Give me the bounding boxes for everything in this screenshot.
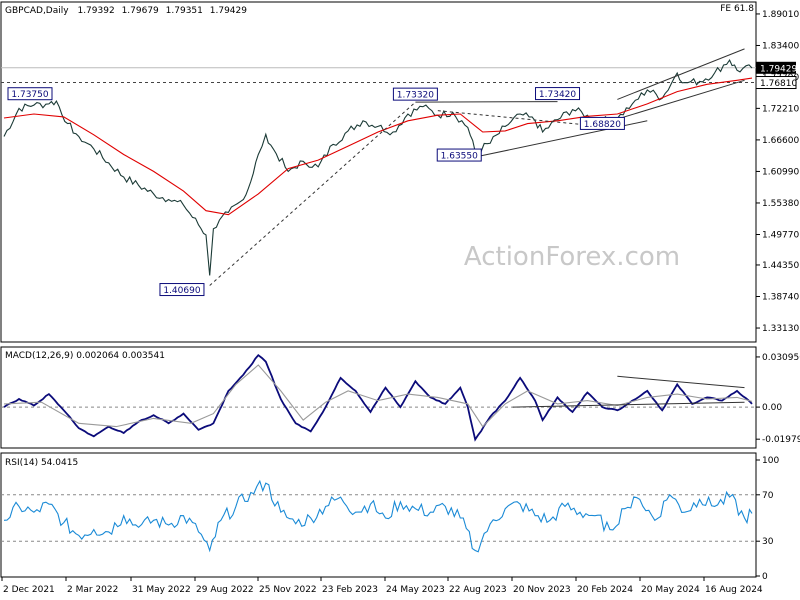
rsi-title: RSI(14) 54.0415 xyxy=(5,458,78,468)
price-trendline xyxy=(617,48,745,100)
macd-trendline xyxy=(512,401,745,408)
price-annotation-box xyxy=(579,116,625,130)
x-tick-label: 24 May 2023 xyxy=(386,585,445,595)
macd-ytick-label: 0.030956 xyxy=(762,353,800,363)
price-ytick-label: 1.60990 xyxy=(762,167,799,177)
price-ytick-label: 1.55380 xyxy=(762,199,799,209)
x-tick-label: 16 Aug 2024 xyxy=(705,585,763,595)
price-annotation-label: 1.63550 xyxy=(441,152,478,162)
macd-ytick-label: -0.019793 xyxy=(762,435,800,445)
price-annotation-box xyxy=(535,87,581,101)
price-annotation-label: 1.73750 xyxy=(11,90,48,100)
price-trendline xyxy=(437,110,603,127)
price-annotation-box xyxy=(436,148,482,162)
price-annotation-label: 1.73420 xyxy=(539,90,576,100)
x-tick-label: 29 Aug 2022 xyxy=(196,585,254,595)
rsi-ytick-label: 30 xyxy=(762,537,774,547)
price-annotation-label: 1.40690 xyxy=(163,286,200,296)
x-tick-label: 25 Nov 2022 xyxy=(259,585,317,595)
macd-title: MACD(12,26,9) 0.002064 0.003541 xyxy=(5,351,165,361)
price-plot: 1.73750 1.40690 1.73320 1.63550 1.73420 1.688… xyxy=(1,48,756,297)
rsi-plot xyxy=(1,479,756,553)
macd-ytick-label: 0.00 xyxy=(762,403,782,413)
watermark: ActionForex.com xyxy=(464,242,680,272)
price-ytick-label: 1.89010 xyxy=(762,10,799,20)
price-trendline xyxy=(415,101,558,103)
ohlc-high: 1.79679 xyxy=(122,6,159,16)
rsi-series-line xyxy=(3,479,753,553)
ohlc-open: 1.79392 xyxy=(77,6,114,16)
axes: 1.890101.834001.777901.722101.666001.609… xyxy=(1,10,800,595)
price-series-line xyxy=(3,58,753,276)
macd-series-line xyxy=(3,364,753,428)
rsi-ytick-label: 70 xyxy=(762,491,774,501)
price-ytick-label: 1.49770 xyxy=(762,230,799,240)
price-ytick-label: 1.83400 xyxy=(762,41,799,51)
price-annotation-label: 1.73320 xyxy=(397,91,434,101)
price-ytick-label: 1.66600 xyxy=(762,136,799,146)
price-title: GBPCAD,Daily 1.79392 1.79679 1.79351 1.7… xyxy=(5,6,247,16)
price-ytick-label: 1.72210 xyxy=(762,104,799,114)
price-trendline xyxy=(209,101,416,286)
x-tick-label: 20 Feb 2024 xyxy=(577,585,633,595)
price-panel-frame xyxy=(0,1,757,343)
price-ytick-label: 1.38740 xyxy=(762,292,799,302)
price-annotation-label: 1.68820 xyxy=(584,120,621,130)
price-annotation-box xyxy=(392,87,438,101)
x-tick-label: 2 Dec 2021 xyxy=(3,585,55,595)
fe-label: FE 61.8 xyxy=(720,4,754,14)
price-ytick-label: 1.33130 xyxy=(762,324,799,334)
level-price-label: 1.76810 xyxy=(760,79,797,89)
macd-trendline xyxy=(617,375,745,389)
x-tick-label: 20 Nov 2023 xyxy=(513,585,571,595)
rsi-ytick-label: 0 xyxy=(762,572,768,582)
x-tick-label: 22 Aug 2023 xyxy=(449,585,507,595)
rsi-ytick-label: 100 xyxy=(762,456,779,466)
macd-plot xyxy=(1,353,756,442)
price-annotation-box xyxy=(159,283,205,297)
x-tick-label: 23 Feb 2023 xyxy=(322,585,378,595)
x-tick-label: 2 Mar 2022 xyxy=(67,585,118,595)
ohlc-low: 1.79351 xyxy=(166,6,203,16)
macd-panel-frame xyxy=(0,346,757,449)
ohlc-close: 1.79429 xyxy=(210,6,247,16)
price-trendline xyxy=(602,79,745,125)
level-price-tag xyxy=(755,76,797,90)
price-ytick-label: 1.44350 xyxy=(762,261,799,271)
x-tick-label: 20 May 2024 xyxy=(641,585,700,595)
x-tick-label: 31 May 2022 xyxy=(132,585,191,595)
rsi-panel-frame xyxy=(0,452,757,578)
symbol-label: GBPCAD,Daily xyxy=(5,6,69,16)
current-price-tag xyxy=(756,61,796,74)
price-annotation-box xyxy=(7,87,53,101)
price-series-line xyxy=(3,77,753,216)
current-price-label: 1.79429 xyxy=(760,64,797,74)
